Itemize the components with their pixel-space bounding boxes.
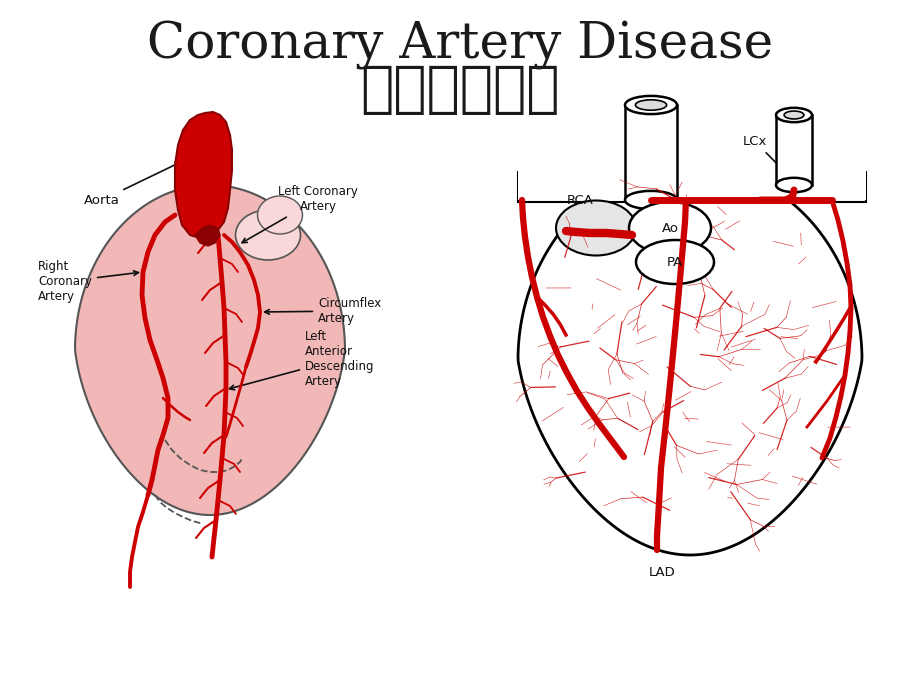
Text: Ao: Ao — [661, 221, 678, 235]
Text: Left Coronary
Artery: Left Coronary Artery — [242, 185, 357, 243]
Ellipse shape — [624, 96, 676, 114]
Ellipse shape — [629, 202, 710, 254]
Ellipse shape — [635, 240, 713, 284]
Ellipse shape — [624, 191, 676, 209]
Polygon shape — [517, 165, 861, 555]
Text: Aorta: Aorta — [84, 162, 181, 206]
Bar — [624, 105, 676, 200]
Bar — [517, 172, 865, 202]
Ellipse shape — [775, 178, 811, 193]
Ellipse shape — [635, 100, 666, 110]
Polygon shape — [75, 185, 345, 515]
Text: Circumflex
Artery: Circumflex Artery — [265, 297, 380, 325]
Text: PA: PA — [666, 255, 683, 268]
Text: Right
Coronary
Artery: Right Coronary Artery — [38, 260, 138, 303]
Text: 冠状动脉疾病: 冠状动脉疾病 — [360, 63, 559, 117]
Ellipse shape — [555, 201, 635, 255]
Bar — [775, 115, 811, 185]
Text: Coronary Artery Disease: Coronary Artery Disease — [147, 20, 772, 70]
Ellipse shape — [775, 108, 811, 122]
Text: LCx: LCx — [742, 135, 789, 177]
Polygon shape — [175, 112, 232, 238]
Text: RCA: RCA — [566, 193, 593, 206]
Ellipse shape — [235, 210, 301, 260]
Ellipse shape — [783, 111, 803, 119]
Text: LAD: LAD — [648, 566, 675, 578]
Ellipse shape — [257, 196, 302, 234]
Bar — [517, 140, 865, 200]
Text: Left
Anterior
Descending
Artery: Left Anterior Descending Artery — [229, 330, 374, 390]
Polygon shape — [195, 225, 220, 246]
